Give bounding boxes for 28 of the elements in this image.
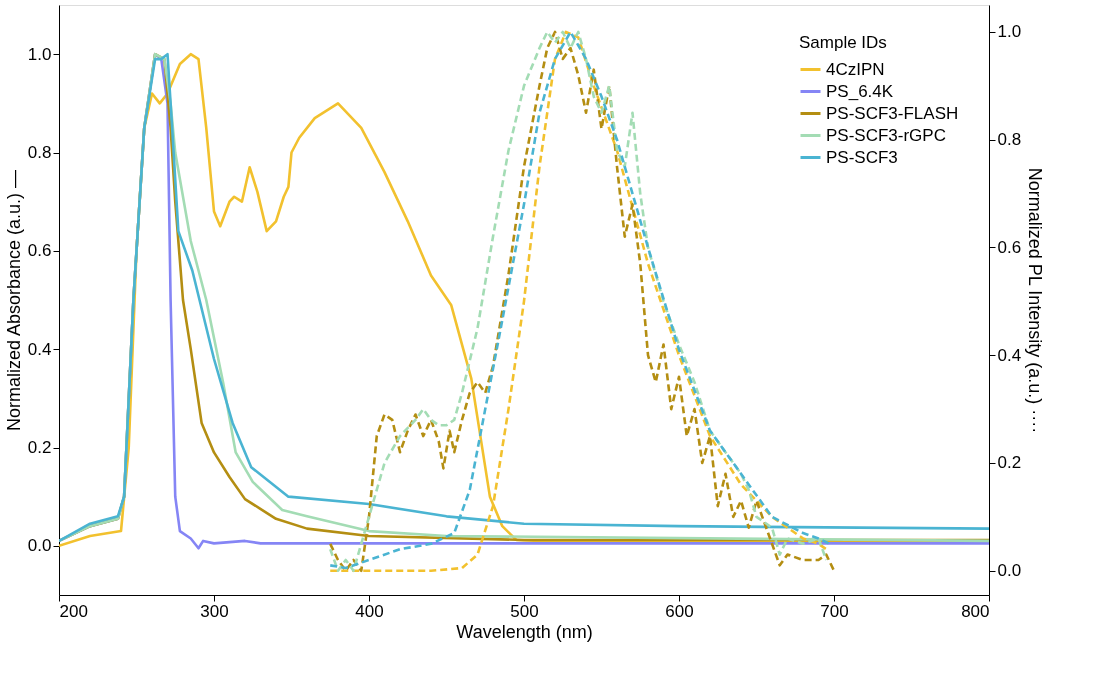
x-tick-label: 700 xyxy=(820,601,849,621)
x-tick-label: 600 xyxy=(665,601,694,621)
x-tick-label: 300 xyxy=(200,601,229,621)
y2-axis-title: Normalized PL Intensity (a.u.) ···· xyxy=(1025,167,1046,434)
y2-tick-label: 0.8 xyxy=(997,130,1022,150)
legend-label: PS-SCF3 xyxy=(826,147,898,167)
y-axis-title: Normalized Absorbance (a.u.) — xyxy=(3,169,24,432)
y-tick-label: 1.0 xyxy=(27,44,52,64)
x-tick-label: 500 xyxy=(510,601,539,621)
y2-tick-label: 0.0 xyxy=(997,561,1022,581)
x-axis-title: Wavelength (nm) xyxy=(456,621,593,642)
x-tick-label: 800 xyxy=(961,601,990,621)
y-tick-label: 0.0 xyxy=(27,536,52,556)
y2-tick-label: 1.0 xyxy=(997,22,1022,42)
legend-title: Sample IDs xyxy=(799,33,887,52)
y-tick-label: 0.4 xyxy=(27,339,52,359)
y2-tick-label: 0.6 xyxy=(997,237,1022,257)
x-tick-label: 200 xyxy=(59,601,88,621)
y2-tick-label: 0.2 xyxy=(997,453,1022,473)
legend-label: PS-SCF3-FLASH xyxy=(826,103,959,123)
y-tick-label: 0.8 xyxy=(27,143,52,162)
x-tick-label: 400 xyxy=(355,601,384,621)
y2-tick-label: 0.4 xyxy=(997,345,1022,365)
legend-label: 4CzIPN xyxy=(826,59,885,79)
legend-label: PS_6.4K xyxy=(826,81,894,101)
y-tick-label: 0.2 xyxy=(27,438,52,457)
legend-label: PS-SCF3-rGPC xyxy=(826,125,946,145)
y-tick-label: 0.6 xyxy=(27,241,52,261)
